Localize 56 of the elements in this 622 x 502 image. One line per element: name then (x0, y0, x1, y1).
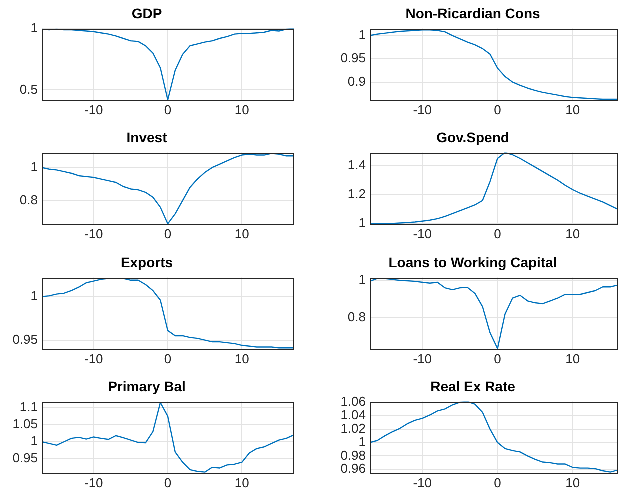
chart-title: Exports (120, 254, 174, 270)
y-tick-label: 1 (30, 159, 38, 174)
x-tick-label: 0 (164, 102, 172, 118)
y-tick-label: 1.06 (340, 394, 366, 410)
chart-title: Non-Ricardian Cons (406, 5, 540, 22)
x-tick-label: 10 (234, 351, 250, 366)
x-tick-label: 0 (494, 226, 502, 242)
chart-title: Loans to Working Capital (388, 254, 558, 270)
chart-title: Gov.Spend (436, 129, 510, 146)
x-tick-label: 0 (164, 351, 172, 366)
x-tick-label: 10 (234, 226, 250, 242)
y-tick-label: 1 (358, 27, 366, 42)
y-tick-label: 1 (30, 434, 38, 449)
chart-title: Primary Bal (108, 378, 186, 394)
y-tick-label: 0.95 (340, 50, 366, 66)
x-tick-label: -10 (413, 102, 432, 118)
x-tick-label: -10 (84, 475, 104, 490)
x-tick-label: 0 (494, 102, 502, 118)
y-tick-label: 0.8 (348, 310, 366, 325)
chart-title: Real Ex Rate (430, 378, 516, 394)
y-tick-label: 0.8 (20, 192, 38, 208)
chart-title: GDP (132, 5, 162, 22)
x-tick-label: 10 (234, 475, 250, 490)
y-tick-label: 0.5 (20, 82, 38, 97)
x-tick-label: -10 (84, 351, 104, 366)
x-tick-label: -10 (84, 102, 104, 118)
x-tick-label: -10 (84, 226, 104, 242)
y-tick-label: 1.1 (20, 400, 38, 415)
y-tick-label: 1.4 (348, 157, 366, 172)
y-tick-label: 1.02 (340, 420, 366, 436)
x-tick-label: 10 (566, 351, 580, 366)
y-tick-label: 1.04 (340, 407, 366, 422)
y-tick-label: 0.96 (340, 461, 366, 476)
x-tick-label: -10 (413, 475, 432, 490)
y-tick-label: 1 (358, 434, 366, 450)
x-tick-label: -10 (413, 226, 432, 242)
y-tick-label: 0.9 (348, 74, 366, 89)
x-tick-label: 0 (164, 226, 172, 242)
y-tick-label: 1 (358, 216, 366, 231)
x-tick-label: 10 (234, 102, 250, 118)
y-tick-label: 0.95 (12, 450, 38, 466)
x-tick-label: 10 (566, 102, 580, 118)
x-tick-label: 0 (164, 475, 172, 490)
y-tick-label: 0.98 (340, 448, 366, 463)
y-tick-label: 1 (30, 20, 38, 36)
x-tick-label: -10 (413, 351, 432, 366)
x-tick-label: 0 (494, 351, 502, 366)
x-tick-label: 10 (566, 475, 580, 490)
y-tick-label: 1.2 (348, 186, 366, 202)
y-tick-label: 1 (358, 272, 366, 288)
y-tick-label: 1 (30, 288, 38, 304)
chart-title: Invest (126, 129, 168, 146)
y-tick-label: 1.05 (12, 416, 38, 432)
y-tick-label: 0.95 (12, 332, 38, 347)
x-tick-label: 0 (494, 475, 502, 490)
x-tick-label: 10 (566, 226, 580, 242)
